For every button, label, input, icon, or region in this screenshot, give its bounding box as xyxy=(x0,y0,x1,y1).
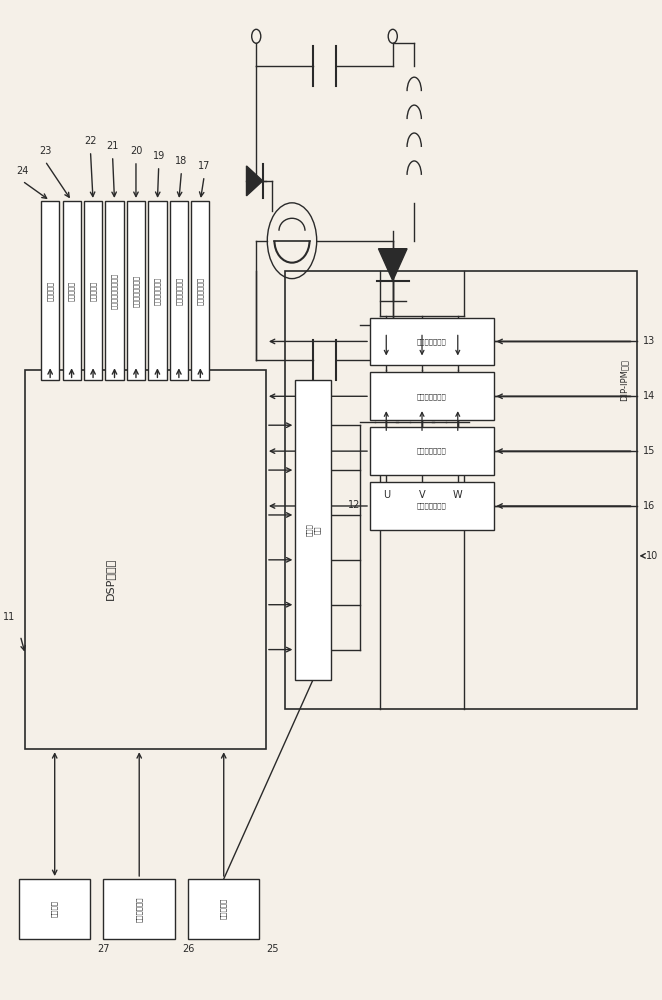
Text: 光伏电流采样器: 光伏电流采样器 xyxy=(175,277,182,305)
Text: 三相电流采样器: 三相电流采样器 xyxy=(417,448,447,454)
Bar xyxy=(62,201,81,380)
Text: V: V xyxy=(418,490,425,500)
Text: 辅助电源: 辅助电源 xyxy=(52,900,58,917)
Text: 温度传感器: 温度传感器 xyxy=(220,898,227,919)
Bar xyxy=(191,201,209,380)
Text: 母线电压采样器: 母线电压采样器 xyxy=(154,277,161,305)
Polygon shape xyxy=(246,166,263,196)
Bar xyxy=(370,372,494,420)
Bar xyxy=(105,201,124,380)
Bar xyxy=(295,380,331,680)
Bar xyxy=(285,271,637,709)
Text: 17: 17 xyxy=(198,161,211,171)
Text: W: W xyxy=(453,490,463,500)
Text: 自适应电采样器: 自适应电采样器 xyxy=(417,393,447,400)
Text: DSP控制器: DSP控制器 xyxy=(105,558,115,600)
Text: 12: 12 xyxy=(348,500,360,510)
Text: 转速传感器: 转速传感器 xyxy=(90,281,97,301)
Bar xyxy=(84,201,102,380)
Text: 15: 15 xyxy=(643,446,655,456)
Bar xyxy=(103,879,175,939)
Text: 16: 16 xyxy=(643,501,655,511)
Text: 26: 26 xyxy=(182,944,194,954)
Text: 母线电压采样器: 母线电压采样器 xyxy=(417,338,447,345)
Text: 20: 20 xyxy=(130,146,142,156)
Text: DIP-IPM模块: DIP-IPM模块 xyxy=(619,359,628,401)
Text: 自适应电压采样器: 自适应电压采样器 xyxy=(132,275,139,307)
Text: 母线电流采样器: 母线电流采样器 xyxy=(417,503,447,509)
Bar xyxy=(370,482,494,530)
Text: 水位传感器: 水位传感器 xyxy=(47,281,54,301)
Text: 13: 13 xyxy=(643,336,655,346)
Polygon shape xyxy=(379,249,407,281)
Text: 三相绕组电压采样器: 三相绕组电压采样器 xyxy=(111,273,118,309)
Text: 18: 18 xyxy=(175,156,187,166)
Text: 主电源变换器: 主电源变换器 xyxy=(136,896,142,922)
Text: 21: 21 xyxy=(107,141,118,151)
Bar xyxy=(370,427,494,475)
Bar xyxy=(19,879,91,939)
Text: 模拟量传器: 模拟量传器 xyxy=(68,281,75,301)
Bar xyxy=(370,318,494,365)
Bar xyxy=(169,201,188,380)
Text: 25: 25 xyxy=(266,944,279,954)
Text: 22: 22 xyxy=(84,136,97,146)
Text: 27: 27 xyxy=(97,944,110,954)
Bar xyxy=(148,201,167,380)
Text: U: U xyxy=(383,490,390,500)
Text: 10: 10 xyxy=(646,551,659,561)
Text: 光伏电压采样器: 光伏电压采样器 xyxy=(197,277,204,305)
Text: 24: 24 xyxy=(16,166,28,176)
Bar xyxy=(25,370,266,749)
Text: 23: 23 xyxy=(39,146,51,156)
Text: 驱动器
电路: 驱动器 电路 xyxy=(306,524,320,536)
Text: 19: 19 xyxy=(153,151,165,161)
Text: 14: 14 xyxy=(643,391,655,401)
Bar xyxy=(188,879,260,939)
Bar xyxy=(127,201,145,380)
Text: 11: 11 xyxy=(3,612,16,622)
Bar xyxy=(41,201,60,380)
